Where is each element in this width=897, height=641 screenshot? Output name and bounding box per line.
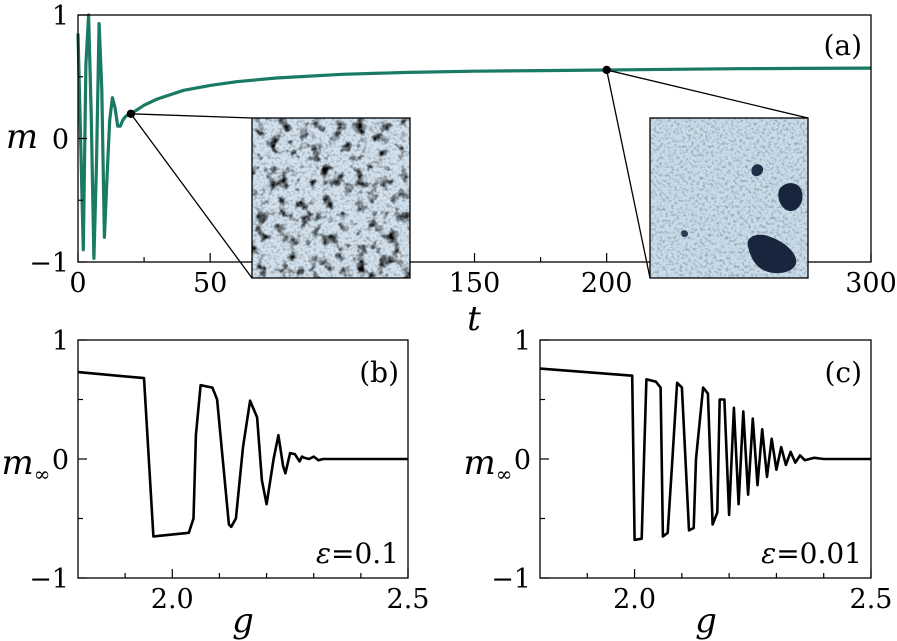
- panel-a-xlabel: t: [467, 299, 481, 339]
- xtick-label-a: 0: [69, 268, 86, 299]
- series-line-c-0: [539, 367, 871, 542]
- droplet-large: [747, 234, 797, 274]
- xtick-label-c: 2.0: [613, 584, 656, 615]
- marker-point: [602, 65, 611, 75]
- droplet-small: [751, 164, 764, 177]
- panel-c-ylabel: m∞: [464, 443, 513, 486]
- panel-b-epsilon: ε=0.1: [316, 537, 399, 570]
- droplet-tiny: [681, 230, 688, 238]
- panel-b-ylabel: m∞: [2, 443, 51, 486]
- xtick-label-b: 2.5: [387, 584, 430, 615]
- panel-c-plot: [539, 367, 871, 542]
- connector-line: [130, 113, 253, 279]
- panel-c: 2.0 2.5 −1 0 1 (c) ε=0.01 m∞ g: [464, 326, 893, 641]
- xtick-label-c: 2.5: [850, 584, 893, 615]
- ytick-label-a: −1: [29, 248, 69, 279]
- droplet-medium: [778, 183, 803, 212]
- xtick-label-a: 200: [581, 268, 633, 299]
- ytick-label-a: 1: [52, 1, 69, 32]
- panel-c-label: (c): [824, 356, 862, 389]
- xtick-label-a: 150: [449, 268, 501, 299]
- marker-point: [126, 109, 136, 119]
- connector-line: [606, 69, 651, 279]
- panel-b: 2.0 2.5 −1 0 1 (b) ε=0.1 m∞ g: [2, 326, 430, 641]
- series-line-b-0: [77, 370, 408, 538]
- panel-a-plot: [76, 13, 872, 260]
- panel-a-ylabel: m: [6, 117, 38, 157]
- panel-b-xlabel: g: [232, 601, 254, 641]
- panel-b-label: (b): [359, 356, 399, 389]
- panel-c-epsilon: ε=0.01: [761, 537, 862, 570]
- xtick-label-a: 300: [845, 268, 897, 299]
- panel-a: 0 50 150 200 300−101 (a) m t: [6, 1, 897, 339]
- xtick-label-b: 2.0: [151, 584, 194, 615]
- inset-snapshot-t200: [649, 117, 809, 279]
- ytick-label-b: 0: [52, 445, 69, 476]
- xtick-label-a: 50: [193, 268, 227, 299]
- ytick-label-c: −1: [491, 564, 531, 595]
- panel-c-xlabel: g: [695, 601, 717, 641]
- ytick-label-b: 1: [52, 326, 69, 357]
- series-line-a-0: [76, 13, 872, 260]
- ytick-label-a: 0: [52, 125, 69, 156]
- ytick-label-b: −1: [29, 564, 69, 595]
- panel-a-inset-connectors: [130, 69, 809, 279]
- panel-a-label: (a): [823, 29, 862, 62]
- panel-a-markers: [126, 65, 611, 119]
- panel-b-ticks: 2.0 2.5 −1 0 1: [29, 326, 429, 615]
- inset-snapshot-t20: [251, 117, 411, 279]
- connector-line: [130, 113, 253, 119]
- ytick-label-c: 1: [514, 326, 531, 357]
- ytick-label-c: 0: [514, 445, 531, 476]
- panel-c-ticks: 2.0 2.5 −1 0 1: [491, 326, 892, 615]
- panel-b-plot: [77, 370, 408, 538]
- connector-line: [606, 69, 809, 119]
